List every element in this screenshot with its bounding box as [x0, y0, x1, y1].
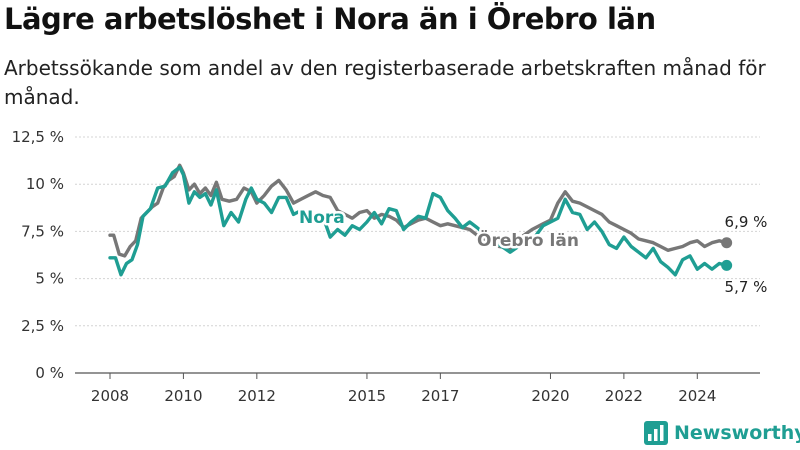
series-label-nora: Nora — [299, 208, 345, 228]
x-tick-label: 2020 — [531, 387, 569, 405]
end-value-label-orebro: 6,9 % — [725, 213, 768, 231]
chart-title: Lägre arbetslöshet i Nora än i Örebro lä… — [4, 2, 656, 36]
y-axis-ticks: 0 % 2,5 % 5 % 7,5 % 10 % 12,5 % — [12, 128, 64, 382]
series-end-point-nora — [721, 259, 733, 271]
y-tick-label: 5 % — [35, 270, 64, 288]
series-line-nora — [108, 165, 729, 277]
series-lines — [108, 163, 733, 277]
x-tick-label: 2024 — [678, 387, 716, 405]
y-tick-label: 0 % — [35, 364, 64, 382]
brand-logo: Newsworthy — [644, 418, 800, 448]
x-axis-ticks: 2008 2010 2012 2015 2017 2020 2022 2024 — [91, 373, 716, 405]
line-chart: 0 %2,5 %5 %7,5 %10 %12,5 % 2008 2010 2012 2… — [12, 128, 768, 405]
series-label-orebro: Örebro län — [477, 229, 579, 251]
y-tick-label: 7,5 % — [21, 222, 64, 240]
y-tick-label: 2,5 % — [21, 317, 64, 335]
y-tick-label: 12,5 % — [12, 128, 64, 146]
x-tick-label: 2015 — [348, 387, 386, 405]
end-value-label-nora: 5,7 % — [725, 278, 768, 296]
y-tick-label: 10 % — [26, 175, 64, 193]
bar-chart-logo-icon — [644, 421, 668, 445]
x-tick-label: 2010 — [164, 387, 202, 405]
x-tick-label: 2012 — [238, 387, 276, 405]
grid-lines — [75, 136, 760, 374]
brand-name: Newsworthy — [674, 422, 800, 444]
x-tick-label: 2017 — [421, 387, 459, 405]
chart-subtitle: Arbetssökande som andel av den registerb… — [4, 56, 766, 109]
series-labels: 6,9 % 5,7 % Nora Örebro län — [297, 206, 768, 297]
x-tick-label: 2008 — [91, 387, 129, 405]
series-end-point-rebro-l-n — [721, 237, 733, 249]
x-tick-label: 2022 — [605, 387, 643, 405]
series-line-rebro-l-n — [108, 163, 729, 258]
